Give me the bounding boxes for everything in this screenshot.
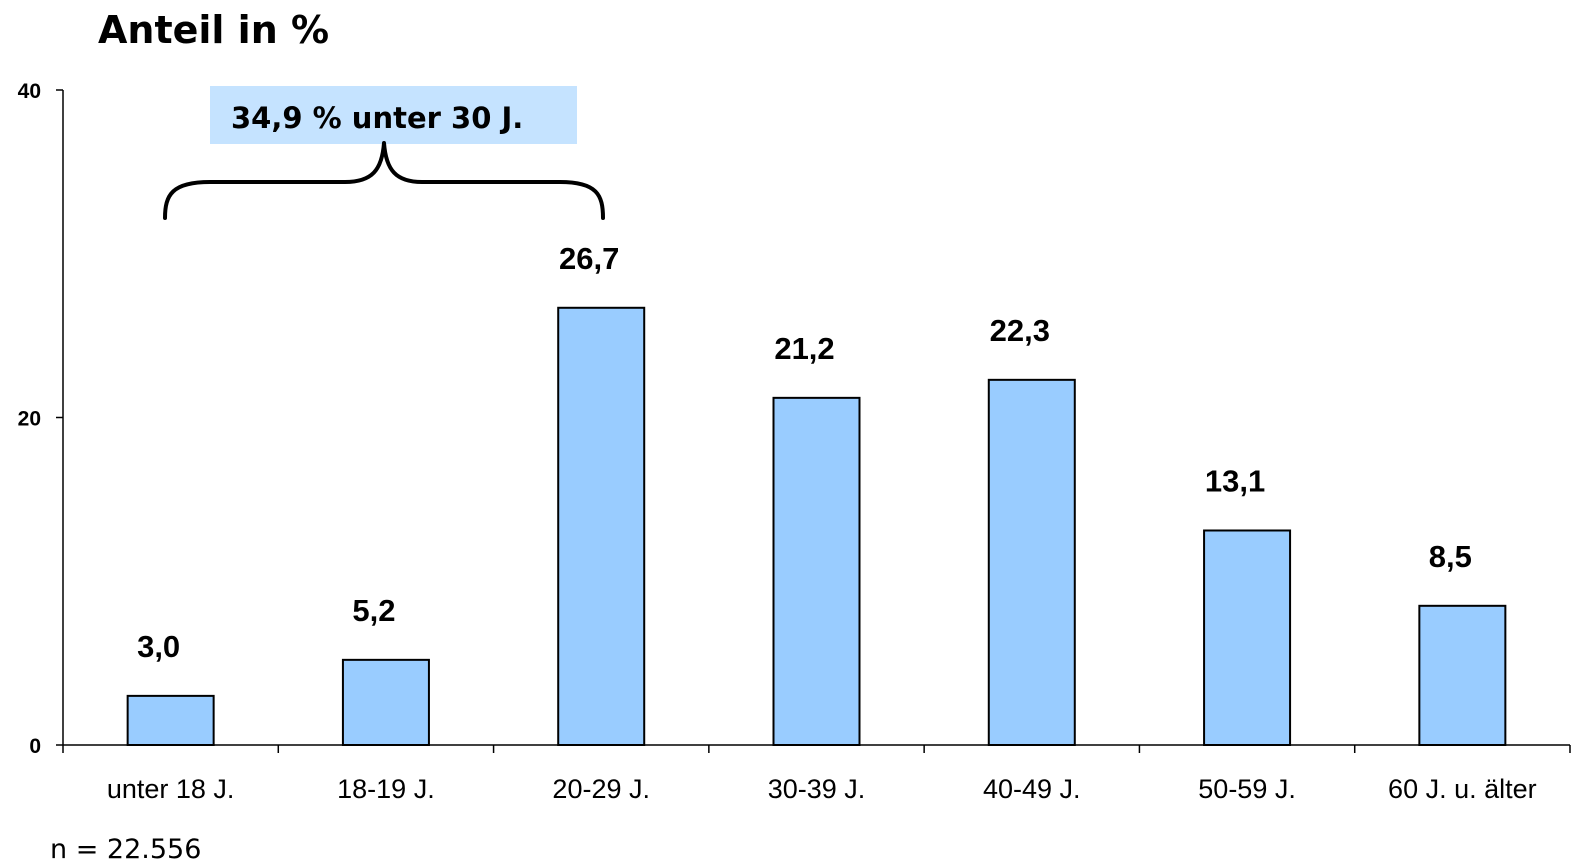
y-tick-label: 20 — [18, 408, 41, 431]
data-label: 22,3 — [990, 313, 1050, 348]
bar — [772, 396, 861, 746]
bar — [557, 306, 646, 746]
data-label: 21,2 — [774, 331, 834, 366]
y-tick-label: 40 — [18, 80, 41, 103]
x-tick-label: 50-59 J. — [1198, 774, 1296, 804]
x-tick-label: 60 J. u. älter — [1388, 774, 1537, 804]
bar — [126, 694, 215, 746]
data-label: 13,1 — [1205, 463, 1265, 498]
bar — [341, 658, 430, 746]
under-30-annotation: 34,9 % unter 30 J. — [163, 86, 605, 220]
curly-brace-icon — [163, 141, 605, 220]
x-tick-label: 40-49 J. — [983, 774, 1081, 804]
data-label: 3,0 — [137, 629, 180, 664]
axes: 0 20 40 unter 18 J. 18-19 J. 20-29 J. 30-39 J.… — [18, 80, 1571, 804]
bars — [126, 306, 1507, 746]
annotation-text: 34,9 % unter 30 J. — [231, 101, 523, 135]
data-label: 5,2 — [352, 593, 395, 628]
x-tick-label: 20-29 J. — [552, 774, 650, 804]
bar — [1418, 604, 1507, 746]
x-tick-label: 30-39 J. — [768, 774, 866, 804]
sample-size-note: n = 22.556 — [50, 834, 201, 865]
x-tick-label: unter 18 J. — [107, 774, 235, 804]
chart-title: Anteil in % — [98, 8, 329, 52]
bar — [987, 378, 1076, 746]
data-label: 26,7 — [559, 241, 619, 276]
annotation-box — [210, 86, 577, 144]
value-labels: 3,0 5,2 26,7 21,2 22,3 13,1 8,5 — [137, 241, 1472, 664]
x-tick-label: 18-19 J. — [337, 774, 435, 804]
bar — [1203, 529, 1292, 746]
data-label: 8,5 — [1429, 539, 1472, 574]
y-tick-label: 0 — [29, 735, 41, 758]
